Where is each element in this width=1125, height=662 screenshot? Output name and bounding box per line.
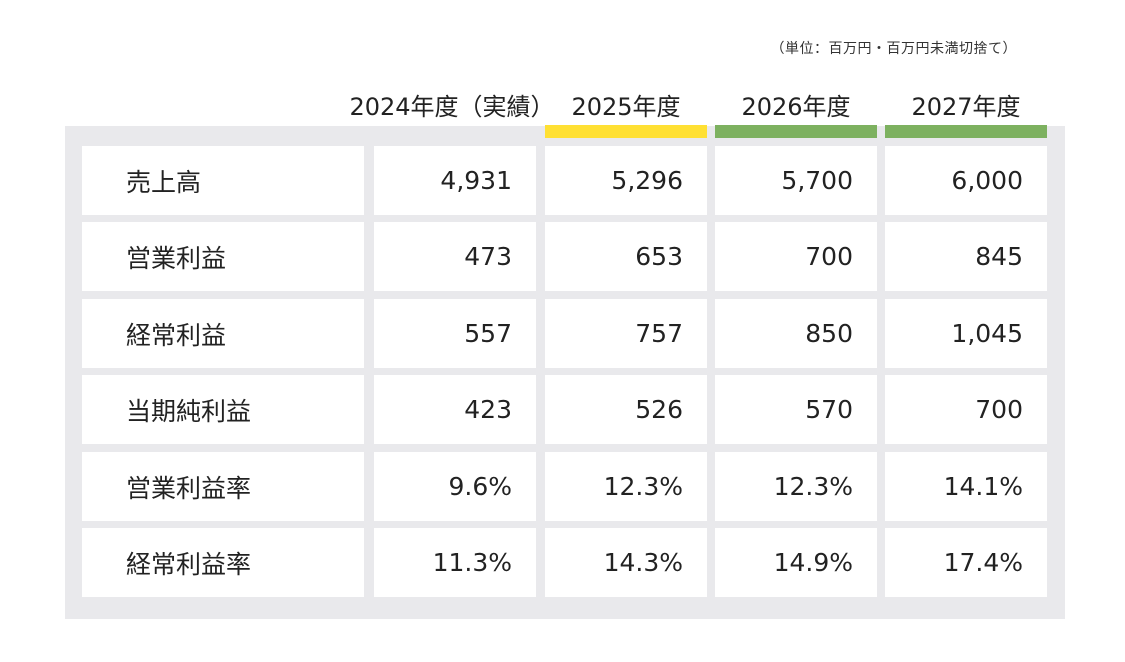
row-label: 経常利益率	[82, 528, 364, 597]
table-cell: 17.4%	[885, 528, 1047, 597]
highlight-bar-2025	[545, 125, 707, 138]
table-cell: 526	[545, 375, 707, 444]
unit-note: （単位：百万円・百万円未満切捨て）	[770, 41, 1017, 57]
row-label: 経常利益	[82, 299, 364, 368]
table-cell: 4,931	[374, 146, 536, 215]
table-cell: 12.3%	[545, 452, 707, 521]
table-cell: 5,296	[545, 146, 707, 215]
table-cell: 11.3%	[374, 528, 536, 597]
table-cell: 845	[885, 222, 1047, 291]
table-cell: 6,000	[885, 146, 1047, 215]
column-header-2027: 2027年度	[911, 92, 1021, 121]
table-cell: 653	[545, 222, 707, 291]
table-cell: 757	[545, 299, 707, 368]
column-header-2024: 2024年度（実績）	[349, 92, 555, 121]
row-label: 当期純利益	[82, 375, 364, 444]
table-cell: 700	[885, 375, 1047, 444]
table-cell: 423	[374, 375, 536, 444]
row-label: 営業利益率	[82, 452, 364, 521]
table-cell: 570	[715, 375, 877, 444]
table-cell: 557	[374, 299, 536, 368]
table-cell: 14.1%	[885, 452, 1047, 521]
table-cell: 14.3%	[545, 528, 707, 597]
table-cell: 9.6%	[374, 452, 536, 521]
table-cell: 1,045	[885, 299, 1047, 368]
table-cell: 12.3%	[715, 452, 877, 521]
table-cell: 850	[715, 299, 877, 368]
highlight-bar-2026	[715, 125, 877, 138]
highlight-bar-2027	[885, 125, 1047, 138]
table-cell: 700	[715, 222, 877, 291]
table-cell: 14.9%	[715, 528, 877, 597]
column-header-2026: 2026年度	[741, 92, 851, 121]
table-cell: 473	[374, 222, 536, 291]
column-header-2025: 2025年度	[571, 92, 681, 121]
row-label: 営業利益	[82, 222, 364, 291]
table-cell: 5,700	[715, 146, 877, 215]
row-label: 売上高	[82, 146, 364, 215]
